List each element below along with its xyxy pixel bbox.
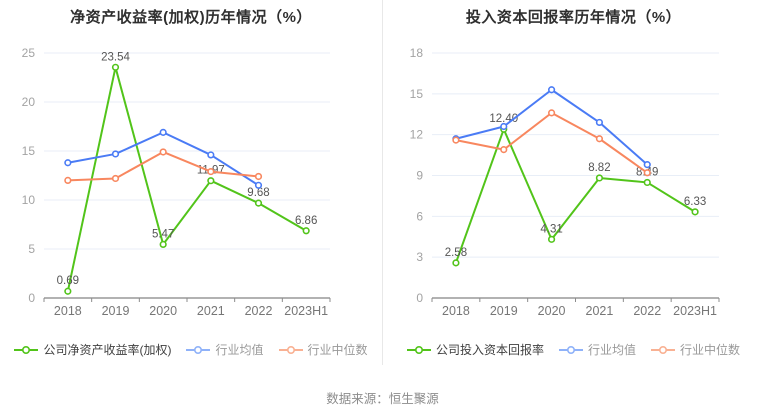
x-axis-label: 2022: [245, 304, 273, 318]
x-axis-label: 2023H1: [673, 304, 717, 318]
legend-item[interactable]: 公司净资产收益率(加权): [14, 341, 171, 358]
data-point-marker[interactable]: [111, 150, 120, 158]
data-point-marker[interactable]: [452, 136, 460, 144]
data-point-label: 5.47: [152, 228, 174, 240]
chart-panel-roe: 0 5 10 15 20 25 2018 2019 2020 2021 2022 2023H1 0.69…: [0, 0, 382, 368]
data-point-marker[interactable]: [111, 63, 120, 71]
data-point-marker[interactable]: [254, 181, 263, 189]
x-axis-label: 2021: [197, 304, 225, 318]
y-axis-label: 20: [22, 95, 36, 109]
roe-legend: 公司净资产收益率(加权) 行业均值 行业中位数: [0, 341, 382, 358]
data-point-label: 8.82: [588, 162, 610, 174]
series-line-0: [66, 66, 307, 292]
legend-marker-icon: [278, 345, 303, 354]
y-axis-label: 18: [410, 46, 424, 60]
y-axis-label: 5: [28, 242, 35, 256]
data-point-label: 6.33: [684, 196, 706, 208]
data-point-marker[interactable]: [159, 148, 167, 156]
y-axis-label: 6: [416, 209, 423, 223]
data-point-marker[interactable]: [302, 227, 310, 235]
data-point-marker[interactable]: [254, 199, 263, 207]
y-axis-label: 10: [22, 193, 36, 207]
legend-item[interactable]: 行业中位数: [651, 341, 740, 358]
data-point-label: 6.86: [295, 215, 317, 227]
charts-row: 0 5 10 15 20 25 2018 2019 2020 2021 2022 2023H1 0.69…: [0, 0, 764, 368]
data-point-marker[interactable]: [207, 177, 215, 185]
roe-chart-title: 净资产收益率(加权)历年情况（%）: [70, 9, 312, 26]
chart-panel-roic: 0 3 6 9 12 15 18 2018 2019 2020 2021 2022 2023H1 2.58…: [383, 0, 764, 368]
x-axis-label: 2020: [538, 304, 566, 318]
data-point-marker[interactable]: [547, 235, 556, 243]
data-source-note: 数据来源：恒生聚源: [326, 392, 439, 406]
data-point-marker[interactable]: [691, 208, 699, 216]
data-point-marker[interactable]: [254, 172, 263, 181]
data-point-marker[interactable]: [111, 174, 120, 183]
legend-marker-icon: [186, 345, 211, 354]
series-line-2: [455, 111, 648, 174]
data-point-marker[interactable]: [595, 118, 604, 127]
y-axis-label: 3: [416, 250, 423, 264]
data-point-marker[interactable]: [159, 240, 167, 248]
roic-chart-canvas: 0 3 6 9 12 15 18 2018 2019 2020 2021 2022 2023H1 2.58…: [410, 46, 720, 318]
x-axis-label: 2018: [442, 304, 470, 318]
roic-chart-title: 投入资本回报率历年情况（%）: [465, 9, 682, 26]
data-point-marker[interactable]: [643, 178, 651, 187]
data-point-marker[interactable]: [159, 128, 167, 136]
legend-label: 行业中位数: [680, 343, 741, 357]
legend-label: 公司净资产收益率(加权): [43, 343, 172, 357]
data-point-marker[interactable]: [64, 176, 72, 184]
data-point-marker[interactable]: [207, 167, 215, 176]
legend-marker-icon: [14, 345, 39, 354]
legend-item[interactable]: 行业均值: [186, 341, 264, 358]
data-point-marker[interactable]: [64, 159, 72, 167]
legend-label: 行业均值: [215, 343, 264, 357]
legend-item[interactable]: 行业中位数: [278, 341, 368, 358]
legend-item[interactable]: 行业均值: [558, 341, 636, 358]
roic-legend: 公司投入资本回报率 行业均值 行业中位数: [383, 341, 764, 358]
roe-chart-canvas: 0 5 10 15 20 25 2018 2019 2020 2021 2022 2023H1 0.69…: [22, 46, 331, 318]
legend-marker-icon: [651, 345, 675, 354]
y-axis-label: 0: [28, 291, 35, 305]
y-axis-label: 12: [410, 128, 424, 142]
x-axis-label: 2021: [586, 304, 614, 318]
data-point-marker[interactable]: [643, 169, 651, 177]
x-axis-label: 2018: [54, 304, 82, 318]
data-point-marker[interactable]: [207, 151, 215, 159]
data-point-marker[interactable]: [500, 122, 508, 131]
data-point-marker[interactable]: [547, 86, 556, 94]
y-axis-label: 0: [416, 291, 423, 305]
legend-marker-icon: [406, 345, 431, 354]
x-axis-label: 2023H1: [284, 304, 328, 318]
data-point-label: 23.54: [101, 51, 130, 63]
data-point-marker[interactable]: [595, 135, 604, 143]
panel-divider: [382, 0, 383, 365]
data-point-marker[interactable]: [452, 259, 460, 267]
data-point-label: 9.68: [247, 187, 269, 199]
legend-marker-icon: [558, 345, 583, 354]
legend-label: 公司投入资本回报率: [435, 343, 544, 357]
legend-label: 行业中位数: [307, 343, 368, 357]
series-line-0: [454, 128, 696, 264]
x-axis-label: 2019: [102, 304, 130, 318]
y-axis-label: 9: [416, 169, 423, 183]
y-axis-label: 15: [22, 144, 36, 158]
data-point-marker[interactable]: [643, 161, 651, 169]
legend-label: 行业均值: [587, 343, 636, 357]
data-point-marker[interactable]: [547, 109, 556, 117]
data-point-label: 2.58: [445, 247, 467, 259]
data-point-marker[interactable]: [595, 174, 604, 182]
data-point-marker[interactable]: [500, 146, 508, 154]
y-axis-label: 15: [410, 87, 424, 101]
legend-item[interactable]: 公司投入资本回报率: [406, 341, 544, 358]
x-axis-label: 2019: [490, 304, 518, 318]
y-axis-label: 25: [22, 46, 36, 60]
data-point-label: 4.31: [540, 223, 562, 235]
data-point-label: 0.69: [57, 275, 79, 287]
x-axis-label: 2022: [633, 304, 661, 318]
x-axis-label: 2020: [149, 304, 177, 318]
data-point-marker[interactable]: [64, 287, 72, 295]
